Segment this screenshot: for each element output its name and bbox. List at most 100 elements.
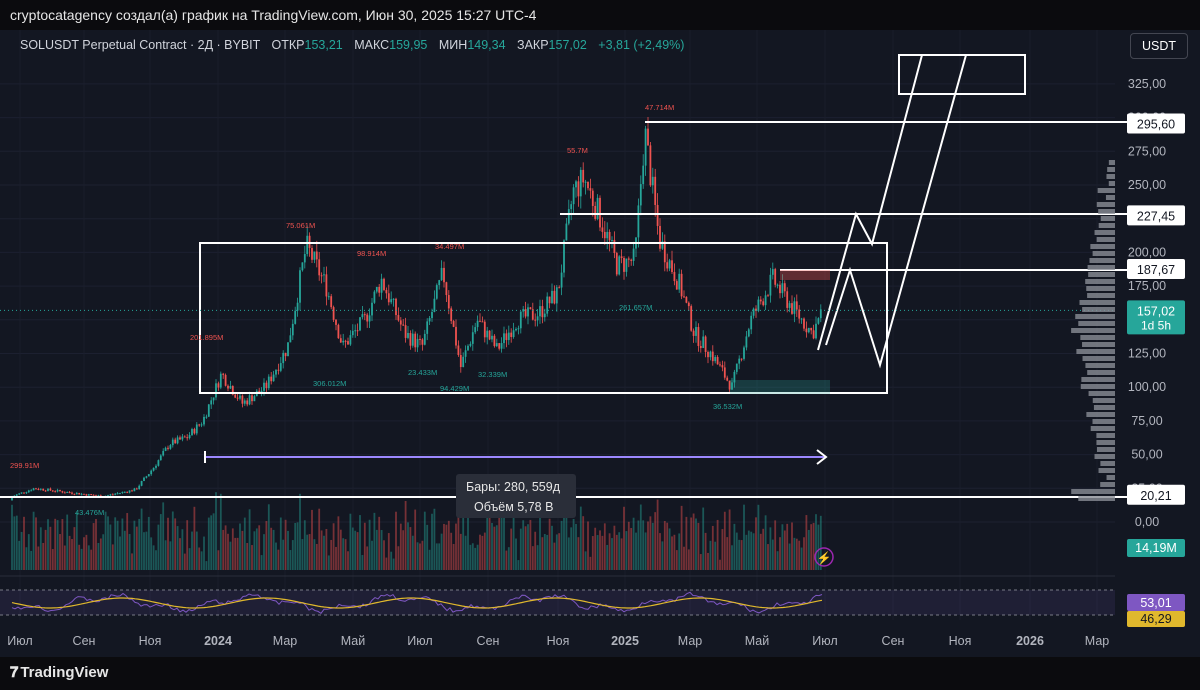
volume-bar [716, 519, 719, 570]
candle [387, 293, 390, 303]
candle [798, 309, 801, 319]
price-chart[interactable]: 47.714M 55.7M 75.061M 98.914M 34.497M 201.895… [0, 30, 1200, 657]
profile-bar [1096, 202, 1115, 207]
candle [155, 465, 157, 468]
candle [457, 345, 460, 356]
candle [339, 338, 342, 343]
volume-bar [210, 515, 213, 570]
profile-bar [1076, 349, 1115, 354]
volume-bar [236, 537, 239, 570]
volume-bar [486, 514, 489, 570]
candle [356, 330, 359, 332]
date-range-arrow [816, 449, 828, 465]
candle [743, 347, 745, 359]
candle [332, 307, 335, 320]
volume-annotation: 36.532M [713, 402, 742, 411]
current-price-box [1127, 300, 1185, 335]
candle [229, 385, 232, 389]
volume-bar [685, 516, 688, 570]
volume-bar [265, 521, 268, 570]
volume-bar [279, 517, 282, 570]
volume-bar [143, 532, 145, 570]
currency-button[interactable]: USDT [1130, 33, 1188, 59]
candle [467, 345, 469, 351]
volume-bar [260, 555, 263, 570]
candle [68, 491, 71, 493]
volume-bar [728, 509, 731, 570]
candle [236, 397, 239, 399]
volume-bar [234, 537, 237, 570]
candle [246, 400, 249, 405]
candle [25, 492, 28, 494]
candle [683, 296, 685, 298]
volume-bar [291, 540, 294, 570]
volume-bar [387, 533, 390, 570]
low-value: 149,34 [467, 38, 506, 52]
candle [318, 259, 321, 276]
tradingview-logo[interactable]: 𝟕 TradingView [10, 664, 108, 681]
rsi-ma-line [11, 597, 823, 609]
symbol-label[interactable]: SOLUSDT Perpetual Contract · 2Д · BYBIT [20, 38, 261, 52]
volume-bar [131, 553, 133, 570]
x-tick-label: 2024 [204, 634, 232, 648]
volume-bar [769, 527, 772, 570]
x-tick-label: Ноя [547, 634, 570, 648]
volume-bar [332, 523, 335, 570]
candle [35, 488, 37, 490]
candle [613, 239, 616, 254]
candle [284, 352, 287, 357]
x-tick-label: Июл [812, 634, 837, 648]
profile-bar [1079, 300, 1115, 305]
volume-bar [248, 509, 251, 570]
x-tick-label: Ноя [139, 634, 162, 648]
volume-bar [507, 547, 510, 570]
volume-bar [176, 526, 179, 570]
candle [347, 341, 349, 345]
candle [594, 205, 597, 219]
volume-bar [44, 529, 47, 570]
volume-bar [755, 517, 757, 570]
chart-panel[interactable]: 47.714M 55.7M 75.061M 98.914M 34.497M 201.895… [0, 30, 1200, 657]
candle [687, 302, 690, 307]
volume-bar [80, 548, 83, 570]
candle [44, 490, 47, 492]
volume-bar [812, 522, 815, 570]
candle [443, 267, 445, 283]
volume-bar [459, 533, 462, 570]
candle [565, 223, 568, 241]
candle [483, 321, 486, 338]
candle [767, 295, 769, 297]
volume-bar [296, 522, 299, 570]
y-tick-label: 50,00 [1131, 448, 1162, 462]
volume-bar [788, 543, 791, 570]
price-label-box [1127, 113, 1185, 134]
volume-bar [510, 528, 513, 570]
volume-bar [541, 537, 544, 570]
volume-bar [311, 509, 313, 570]
volume-bar [263, 534, 265, 570]
candle [162, 450, 165, 456]
alert-icon [814, 547, 834, 567]
profile-bar [1108, 160, 1115, 165]
volume-profile [1071, 160, 1115, 501]
volume-bar [32, 511, 35, 570]
profile-bar [1093, 405, 1115, 410]
volume-bar [284, 519, 287, 570]
candle [800, 318, 803, 320]
volume-bar [315, 543, 318, 570]
volume-bar [272, 529, 275, 570]
volume-bar [819, 515, 822, 570]
volume-bar [92, 523, 95, 570]
candle [330, 296, 333, 308]
candle [815, 323, 817, 339]
volume-bar [102, 534, 105, 570]
volume-bar [383, 540, 385, 570]
candle [584, 181, 587, 183]
candle [123, 491, 126, 493]
candle [320, 275, 323, 277]
volume-bar [195, 531, 198, 570]
volume-bar [659, 533, 661, 570]
volume-bar [15, 515, 18, 570]
candle [517, 328, 520, 330]
candle [371, 302, 373, 316]
